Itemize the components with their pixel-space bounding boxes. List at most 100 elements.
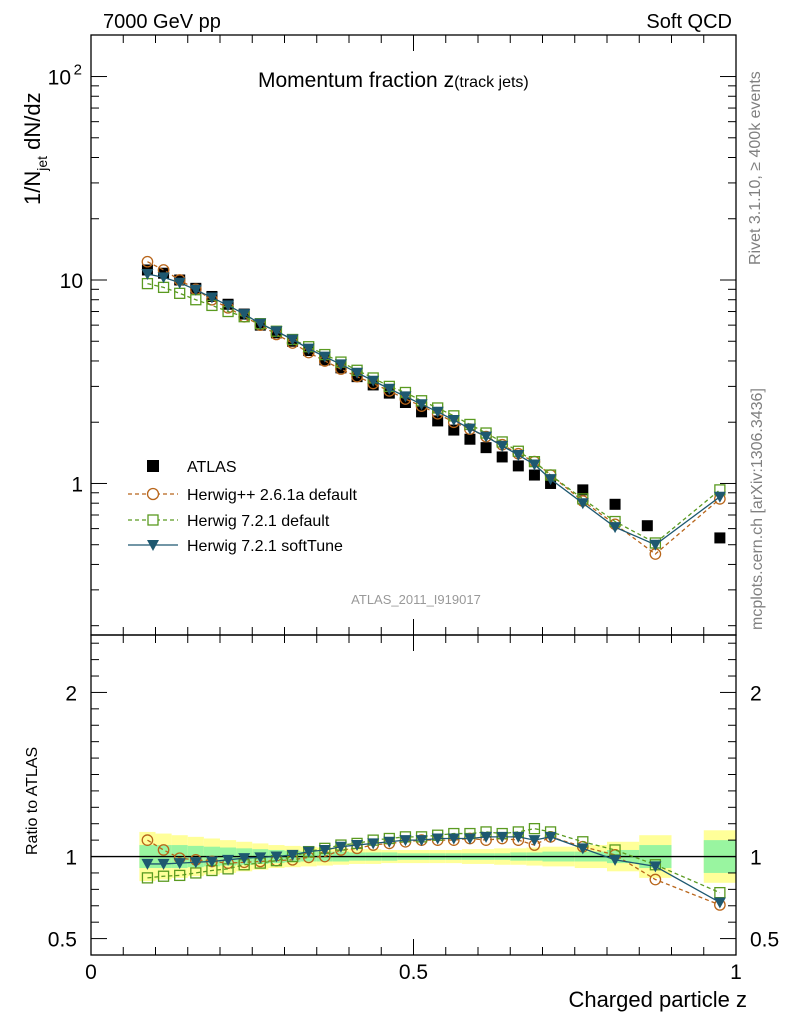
series-point-main [222,300,235,312]
x-axis-label: Charged particle z [568,987,747,1012]
legend-herwig7-default: Herwig 7.2.1 default [128,513,330,530]
series-point-ratio [351,840,364,852]
series-point-ratio [238,853,251,865]
series-point-main [141,255,154,268]
x-tick-label: 0.5 [399,961,428,984]
atlas-point [609,498,621,510]
series-point-main [649,539,662,551]
series-point-main [189,284,202,296]
ratio-tick-label-left: 1 [65,847,77,870]
legend-herwig7-softtune-marker [147,540,159,551]
series-point-ratio [399,835,412,847]
ratio-tick-label-left: 0.5 [48,929,77,952]
y-tick-label: 10 [60,270,83,293]
series-point-ratio [649,873,662,886]
series-point-main [302,343,315,355]
ratio-tick-label-right: 1 [750,847,762,870]
legend-atlas-marker [147,460,159,472]
series-point-main [713,491,726,503]
legend-herwigpp-label: Herwig++ 2.6.1a default [187,487,357,504]
series-point-main [351,367,364,379]
series-point-ratio [157,870,170,882]
series-point-main [609,522,622,534]
series-point-ratio [286,849,299,861]
series-point-ratio [528,835,541,847]
series-point-ratio [544,831,557,843]
legend-herwig7-softtune: Herwig 7.2.1 softTune [128,538,343,555]
series-point-main [334,359,347,371]
atlas-point [714,532,726,544]
title-main: Momentum fraction [258,69,444,92]
analysis-id: ATLAS_2011_I919017 [351,592,481,607]
series-point-ratio [141,872,154,884]
series-point-ratio [576,843,589,855]
atlas-point [528,469,540,481]
series-point-ratio [205,856,218,868]
ratio-tick-label-right: 0.5 [750,929,779,952]
series-point-main [174,287,186,299]
ratio-tick-label-left: 2 [65,682,77,705]
series-point-ratio [367,838,380,850]
series-point-main [431,406,444,418]
series-point-main [383,383,396,395]
legend-herwigpp-marker [146,487,160,501]
x-tick-label: 0 [85,961,97,984]
ratio-series [141,822,726,911]
series-point-main [173,277,186,289]
legend-atlas: ATLAS [147,459,237,476]
series-point-ratio [254,852,267,864]
legend-herwig7-default-label: Herwig 7.2.1 default [187,513,330,530]
header-right: Soft QCD [646,11,732,33]
series-point-main [512,450,525,462]
series-point-main [480,431,493,443]
series-point-ratio [222,854,235,866]
legend-herwig7-softtune-label: Herwig 7.2.1 softTune [187,538,343,555]
atlas-point [496,451,508,463]
series-point-main [528,459,541,471]
chart-title: Momentum fraction z(track jets) [258,69,529,92]
series-point-main [463,423,476,435]
ratio-bands [91,830,736,883]
series-point-ratio [157,844,170,856]
legend: ATLAS Herwig++ 2.6.1a default Herwig 7.2… [128,459,357,555]
series-point-ratio [528,822,541,835]
y-axis-label: 1/Njet dN/dz [20,92,50,205]
series-point-ratio [318,844,331,856]
series-point-main [238,309,251,321]
ylabel-main: 1/N [20,171,45,205]
series-point-ratio [447,833,460,845]
series-point-ratio [713,897,726,909]
atlas-point [432,415,444,427]
legend-atlas-label: ATLAS [187,459,237,476]
ylabel-sub: jet [34,156,50,172]
series-point-main [318,351,331,363]
series-point-ratio [609,854,622,866]
series-point-ratio [496,831,509,843]
series-point-main [286,334,299,346]
series-point-main [544,474,557,486]
series-point-ratio [302,846,315,858]
series-point-main [141,269,154,281]
y-tick-label: 10 [48,67,71,90]
series-point-ratio [463,833,476,845]
series-point-ratio [189,857,202,869]
series-point-ratio [174,869,186,882]
mcplots-label: mcplots.cern.ch [arXiv:1306.3436] [749,388,766,630]
title-var: z [444,69,455,92]
atlas-point [464,433,476,445]
series-point-main [415,399,428,411]
legend-herwig7-default-marker [147,514,159,526]
atlas-point [641,520,653,532]
atlas-point [480,442,492,454]
series-point-main [576,498,589,510]
series-line-ratio [147,836,721,906]
series-point-ratio [270,851,283,863]
series-point-main [205,292,218,304]
series-point-ratio [415,835,428,847]
atlas-point [448,424,460,436]
atlas-point [399,397,411,409]
series-point-main [496,440,509,452]
ratio-ticks [90,635,737,956]
series-point-ratio [649,861,662,873]
